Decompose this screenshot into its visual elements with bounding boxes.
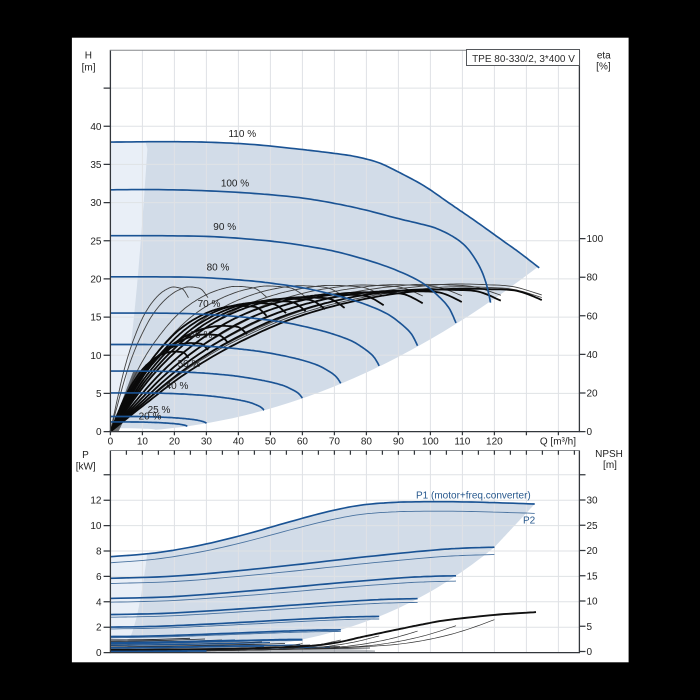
svg-text:120: 120	[486, 437, 503, 448]
svg-text:50: 50	[265, 437, 277, 448]
svg-text:10: 10	[587, 597, 599, 608]
svg-text:15: 15	[587, 571, 599, 582]
svg-text:110: 110	[454, 437, 470, 448]
svg-text:80 %: 80 %	[207, 263, 230, 274]
svg-text:90 %: 90 %	[213, 222, 236, 233]
svg-text:H: H	[85, 51, 92, 62]
svg-text:60: 60	[297, 437, 309, 448]
svg-text:70 %: 70 %	[198, 299, 221, 310]
svg-text:eta: eta	[597, 51, 611, 62]
svg-text:10: 10	[90, 351, 102, 362]
svg-text:P1 (motor+freq.converter): P1 (motor+freq.converter)	[416, 491, 531, 502]
svg-text:80: 80	[361, 437, 373, 448]
svg-text:0: 0	[96, 648, 102, 659]
svg-text:50 %: 50 %	[178, 359, 201, 370]
svg-text:40: 40	[90, 122, 102, 133]
svg-text:40: 40	[233, 437, 245, 448]
svg-text:[kW]: [kW]	[76, 462, 96, 473]
svg-text:100: 100	[587, 234, 604, 245]
svg-text:5: 5	[587, 622, 593, 633]
svg-text:0: 0	[587, 647, 593, 658]
svg-text:12: 12	[90, 496, 102, 507]
svg-text:20: 20	[587, 546, 599, 557]
svg-text:10: 10	[137, 437, 149, 448]
svg-text:0: 0	[108, 437, 114, 448]
svg-text:25 %: 25 %	[148, 405, 171, 416]
svg-text:20 %: 20 %	[139, 412, 162, 423]
svg-text:0: 0	[587, 427, 593, 438]
svg-text:Q [m³/h]: Q [m³/h]	[540, 437, 576, 448]
svg-text:[%]: [%]	[596, 61, 611, 72]
svg-text:90: 90	[393, 437, 405, 448]
svg-text:2: 2	[96, 623, 102, 634]
svg-text:8: 8	[96, 547, 102, 558]
svg-text:10: 10	[90, 521, 102, 532]
svg-text:P: P	[82, 450, 89, 461]
svg-text:60: 60	[587, 311, 599, 322]
svg-text:5: 5	[96, 389, 102, 400]
svg-text:100: 100	[422, 437, 439, 448]
svg-text:80: 80	[587, 273, 599, 284]
svg-text:NPSH: NPSH	[595, 449, 623, 460]
svg-text:30: 30	[90, 198, 102, 209]
svg-text:15: 15	[90, 313, 102, 324]
svg-text:35: 35	[90, 160, 102, 171]
svg-text:0: 0	[96, 427, 102, 438]
svg-text:P2: P2	[523, 516, 536, 527]
svg-text:25: 25	[90, 236, 102, 247]
svg-text:[m]: [m]	[82, 63, 96, 74]
svg-text:110 %: 110 %	[228, 129, 256, 140]
svg-text:30: 30	[587, 496, 599, 507]
svg-text:6: 6	[96, 572, 102, 583]
svg-text:20: 20	[587, 389, 599, 400]
svg-text:20: 20	[90, 274, 102, 285]
svg-text:4: 4	[96, 597, 102, 608]
svg-text:TPE 80-330/2, 3*400 V: TPE 80-330/2, 3*400 V	[472, 54, 575, 65]
svg-text:60 %: 60 %	[190, 330, 213, 341]
svg-text:70: 70	[329, 437, 341, 448]
svg-text:30: 30	[201, 437, 213, 448]
svg-text:20: 20	[169, 437, 181, 448]
svg-text:100 %: 100 %	[221, 179, 249, 190]
svg-text:40: 40	[587, 350, 599, 361]
svg-text:25: 25	[587, 521, 599, 532]
svg-text:40 %: 40 %	[166, 381, 189, 392]
svg-text:[m]: [m]	[603, 460, 617, 471]
